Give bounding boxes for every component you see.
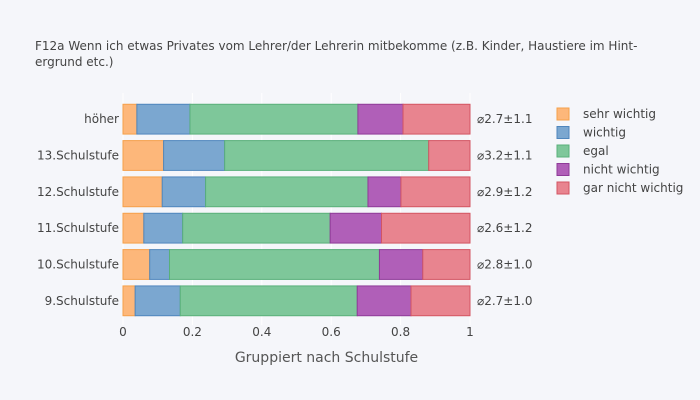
bar-segment[interactable] [143,212,184,244]
legend-swatch [556,181,570,195]
bar-segment[interactable] [224,140,430,171]
legend-swatch [556,126,570,139]
legend-item[interactable]: egal [556,144,609,158]
bar-annotation: ⌀2.6±1.2 [477,221,532,235]
bar-segment[interactable] [182,212,331,244]
legend[interactable]: sehr wichtig wichtig egal nicht wichtig gar … [556,107,683,195]
y-tick-label: 12.Schulstufe [37,185,119,199]
legend-label: wichtig [583,126,626,140]
legend-swatch [556,144,570,158]
bar-segment[interactable] [367,176,402,208]
bar-segment[interactable] [357,103,404,135]
legend-swatch [556,107,570,121]
bar-annotations: ⌀2.7±1.1 ⌀3.2±1.1 ⌀2.9±1.2 ⌀2.6±1.2 ⌀2.8±1.0… [477,112,532,308]
y-tick-label: 9.Schulstufe [45,294,119,308]
bar-segment[interactable] [163,140,226,171]
y-tick-label: 10.Schulstufe [37,258,119,272]
bar-segment[interactable] [400,176,471,208]
bar-annotation: ⌀3.2±1.1 [477,149,532,163]
legend-label: gar nicht wichtig [583,181,683,195]
y-tick-label: 13.Schulstufe [37,149,119,163]
legend-item[interactable]: sehr wichtig [556,107,656,121]
chart-title-line: F12a Wenn ich etwas Privates vom Lehrer/… [35,39,637,53]
bar-segment[interactable] [136,103,191,135]
bar-segment[interactable] [122,249,151,280]
legend-label: sehr wichtig [583,107,656,121]
bar-annotation: ⌀2.9±1.2 [477,185,532,199]
bar-segment[interactable] [428,140,471,171]
x-tick-label: 0 [119,325,127,339]
bar-segment[interactable] [189,103,359,135]
legend-label: egal [583,144,609,158]
bar-segment[interactable] [168,249,380,280]
y-tick-label: höher [84,112,119,126]
bar-segment[interactable] [122,103,138,135]
bar-annotation: ⌀2.7±1.0 [477,294,532,308]
x-tick-labels: 0 0.2 0.4 0.6 0.8 1 [119,325,474,339]
bar-segment[interactable] [161,176,207,208]
bar-segment[interactable] [381,212,471,244]
x-axis-label: Gruppiert nach Schulstufe [235,350,418,366]
x-tick-label: 0.2 [183,325,202,339]
bar-segment[interactable] [122,212,145,244]
x-tick-label: 0.8 [391,325,410,339]
bars [122,103,471,317]
y-tick-labels: höher 13.Schulstufe 12.Schulstufe 11.Schuls… [37,112,119,308]
legend-item[interactable]: wichtig [556,126,626,140]
bar-segment[interactable] [134,285,181,317]
chart-title: F12a Wenn ich etwas Privates vom Lehrer/… [35,39,637,69]
bar-annotation: ⌀2.8±1.0 [477,258,532,272]
bar-segment[interactable] [356,285,412,317]
bar-segment[interactable] [329,212,383,244]
bar-segment[interactable] [122,140,165,171]
legend-item[interactable]: nicht wichtig [556,163,660,177]
bar-annotation: ⌀2.7±1.1 [477,112,532,126]
x-tick-label: 0.4 [252,325,271,339]
bar-segment[interactable] [205,176,369,208]
bar-segment[interactable] [122,285,136,317]
x-tick-label: 1 [466,325,474,339]
bar-segment[interactable] [402,103,471,135]
legend-item[interactable]: gar nicht wichtig [556,181,683,195]
legend-label: nicht wichtig [583,163,660,177]
legend-swatch [556,163,570,176]
bar-segment[interactable] [179,285,358,317]
x-tick-label: 0.6 [322,325,341,339]
bar-segment[interactable] [422,249,471,280]
chart-title-line: ergrund etc.) [35,55,113,69]
bar-segment[interactable] [122,176,163,208]
y-tick-label: 11.Schulstufe [37,221,119,235]
bar-segment[interactable] [149,249,170,280]
bar-segment[interactable] [378,249,424,280]
bar-segment[interactable] [410,285,471,317]
